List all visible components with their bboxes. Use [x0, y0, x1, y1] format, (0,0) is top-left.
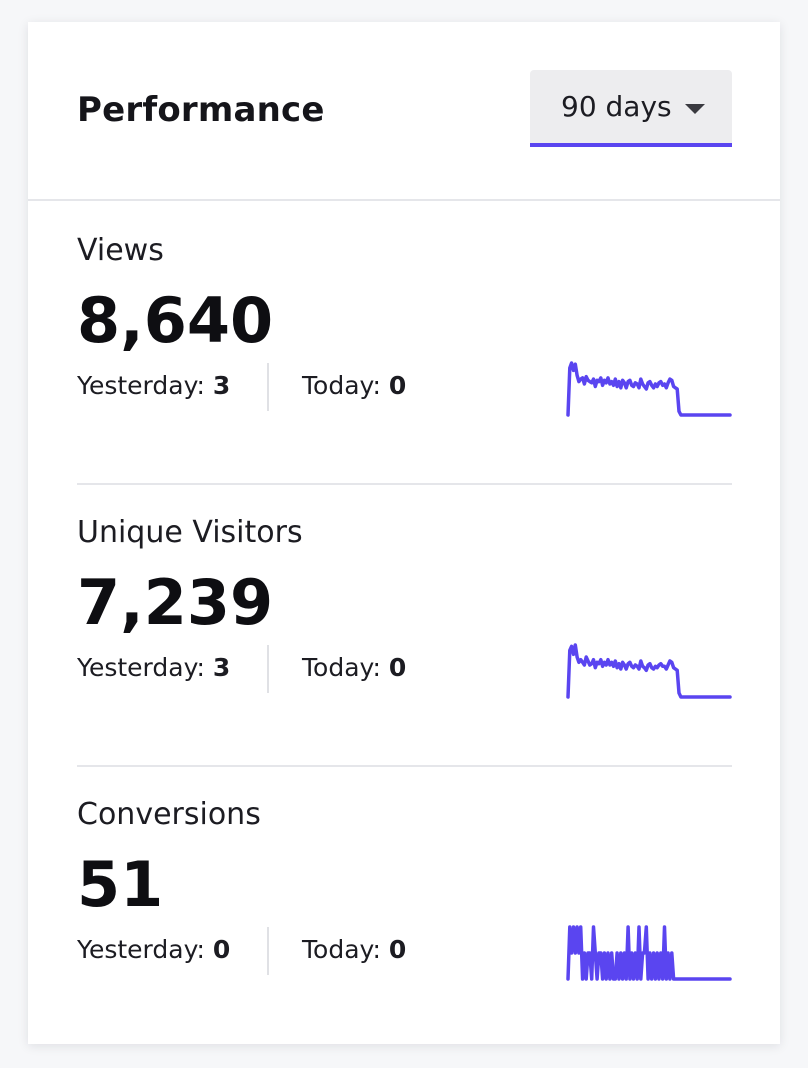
yesterday-stat: Yesterday: 0 — [77, 933, 230, 967]
metric-label: Views — [77, 233, 164, 268]
today-label: Today: — [302, 653, 381, 682]
metric-label: Conversions — [77, 797, 261, 832]
stat-divider — [267, 927, 269, 975]
sparkline-line — [566, 643, 732, 699]
views-sparkline — [566, 361, 732, 417]
metric-unique-visitors: Unique Visitors 7,239 Yesterday: 3 Today… — [77, 483, 732, 767]
metric-conversions: Conversions 51 Yesterday: 0 Today: 0 — [77, 765, 732, 1047]
card-title: Performance — [77, 90, 325, 130]
today-stat: Today: 0 — [302, 369, 406, 403]
today-stat: Today: 0 — [302, 651, 406, 685]
yesterday-label: Yesterday: — [77, 653, 205, 682]
stat-divider — [267, 645, 269, 693]
today-label: Today: — [302, 935, 381, 964]
metric-value: 51 — [77, 848, 164, 921]
metric-label: Unique Visitors — [77, 515, 303, 550]
caret-down-icon — [685, 104, 705, 114]
yesterday-stat: Yesterday: 3 — [77, 369, 230, 403]
today-value: 0 — [388, 371, 407, 400]
conversions-sparkline — [566, 925, 732, 981]
yesterday-stat: Yesterday: 3 — [77, 651, 230, 685]
yesterday-label: Yesterday: — [77, 935, 205, 964]
performance-card: Performance 90 days Views 8,640 Yesterda… — [28, 22, 780, 1044]
today-stat: Today: 0 — [302, 933, 406, 967]
today-value: 0 — [388, 653, 407, 682]
date-range-select[interactable]: 90 days — [530, 70, 732, 147]
yesterday-value: 3 — [212, 371, 231, 400]
unique-visitors-sparkline — [566, 643, 732, 699]
today-value: 0 — [388, 935, 407, 964]
metric-views: Views 8,640 Yesterday: 3 Today: 0 — [77, 201, 732, 485]
date-range-value: 90 days — [561, 90, 672, 123]
card-header: Performance 90 days — [28, 22, 780, 201]
yesterday-label: Yesterday: — [77, 371, 205, 400]
sparkline-line — [566, 361, 732, 417]
today-label: Today: — [302, 371, 381, 400]
sparkline-line — [566, 925, 732, 981]
yesterday-value: 3 — [212, 653, 231, 682]
yesterday-value: 0 — [212, 935, 231, 964]
stat-divider — [267, 363, 269, 411]
metric-value: 8,640 — [77, 284, 274, 357]
metric-value: 7,239 — [77, 566, 274, 639]
